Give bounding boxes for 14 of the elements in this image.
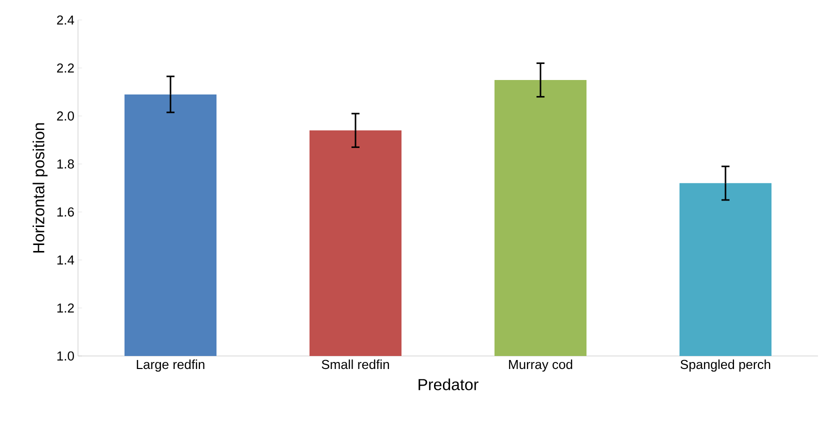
x-tick-label: Spangled perch	[680, 360, 770, 372]
y-tick-label: 1.2	[57, 303, 74, 313]
y-tick-label: 1.6	[57, 207, 74, 217]
y-axis-title: Horizontal position	[32, 123, 48, 252]
x-tick-label: Large redfin	[136, 360, 204, 372]
y-tick-label: 1.4	[57, 256, 74, 264]
y-tick-label: 2.2	[57, 63, 74, 73]
x-tick-label: Murray cod	[509, 360, 572, 372]
x-tick-label: Small redfin	[322, 360, 389, 370]
y-tick-label: 2.0	[57, 111, 74, 121]
y-tick-label: 2.4	[57, 15, 74, 25]
y-tick-label: 1.8	[57, 159, 74, 169]
x-axis-title: Predator	[418, 378, 478, 390]
y-tick-label: 1.0	[57, 351, 74, 361]
